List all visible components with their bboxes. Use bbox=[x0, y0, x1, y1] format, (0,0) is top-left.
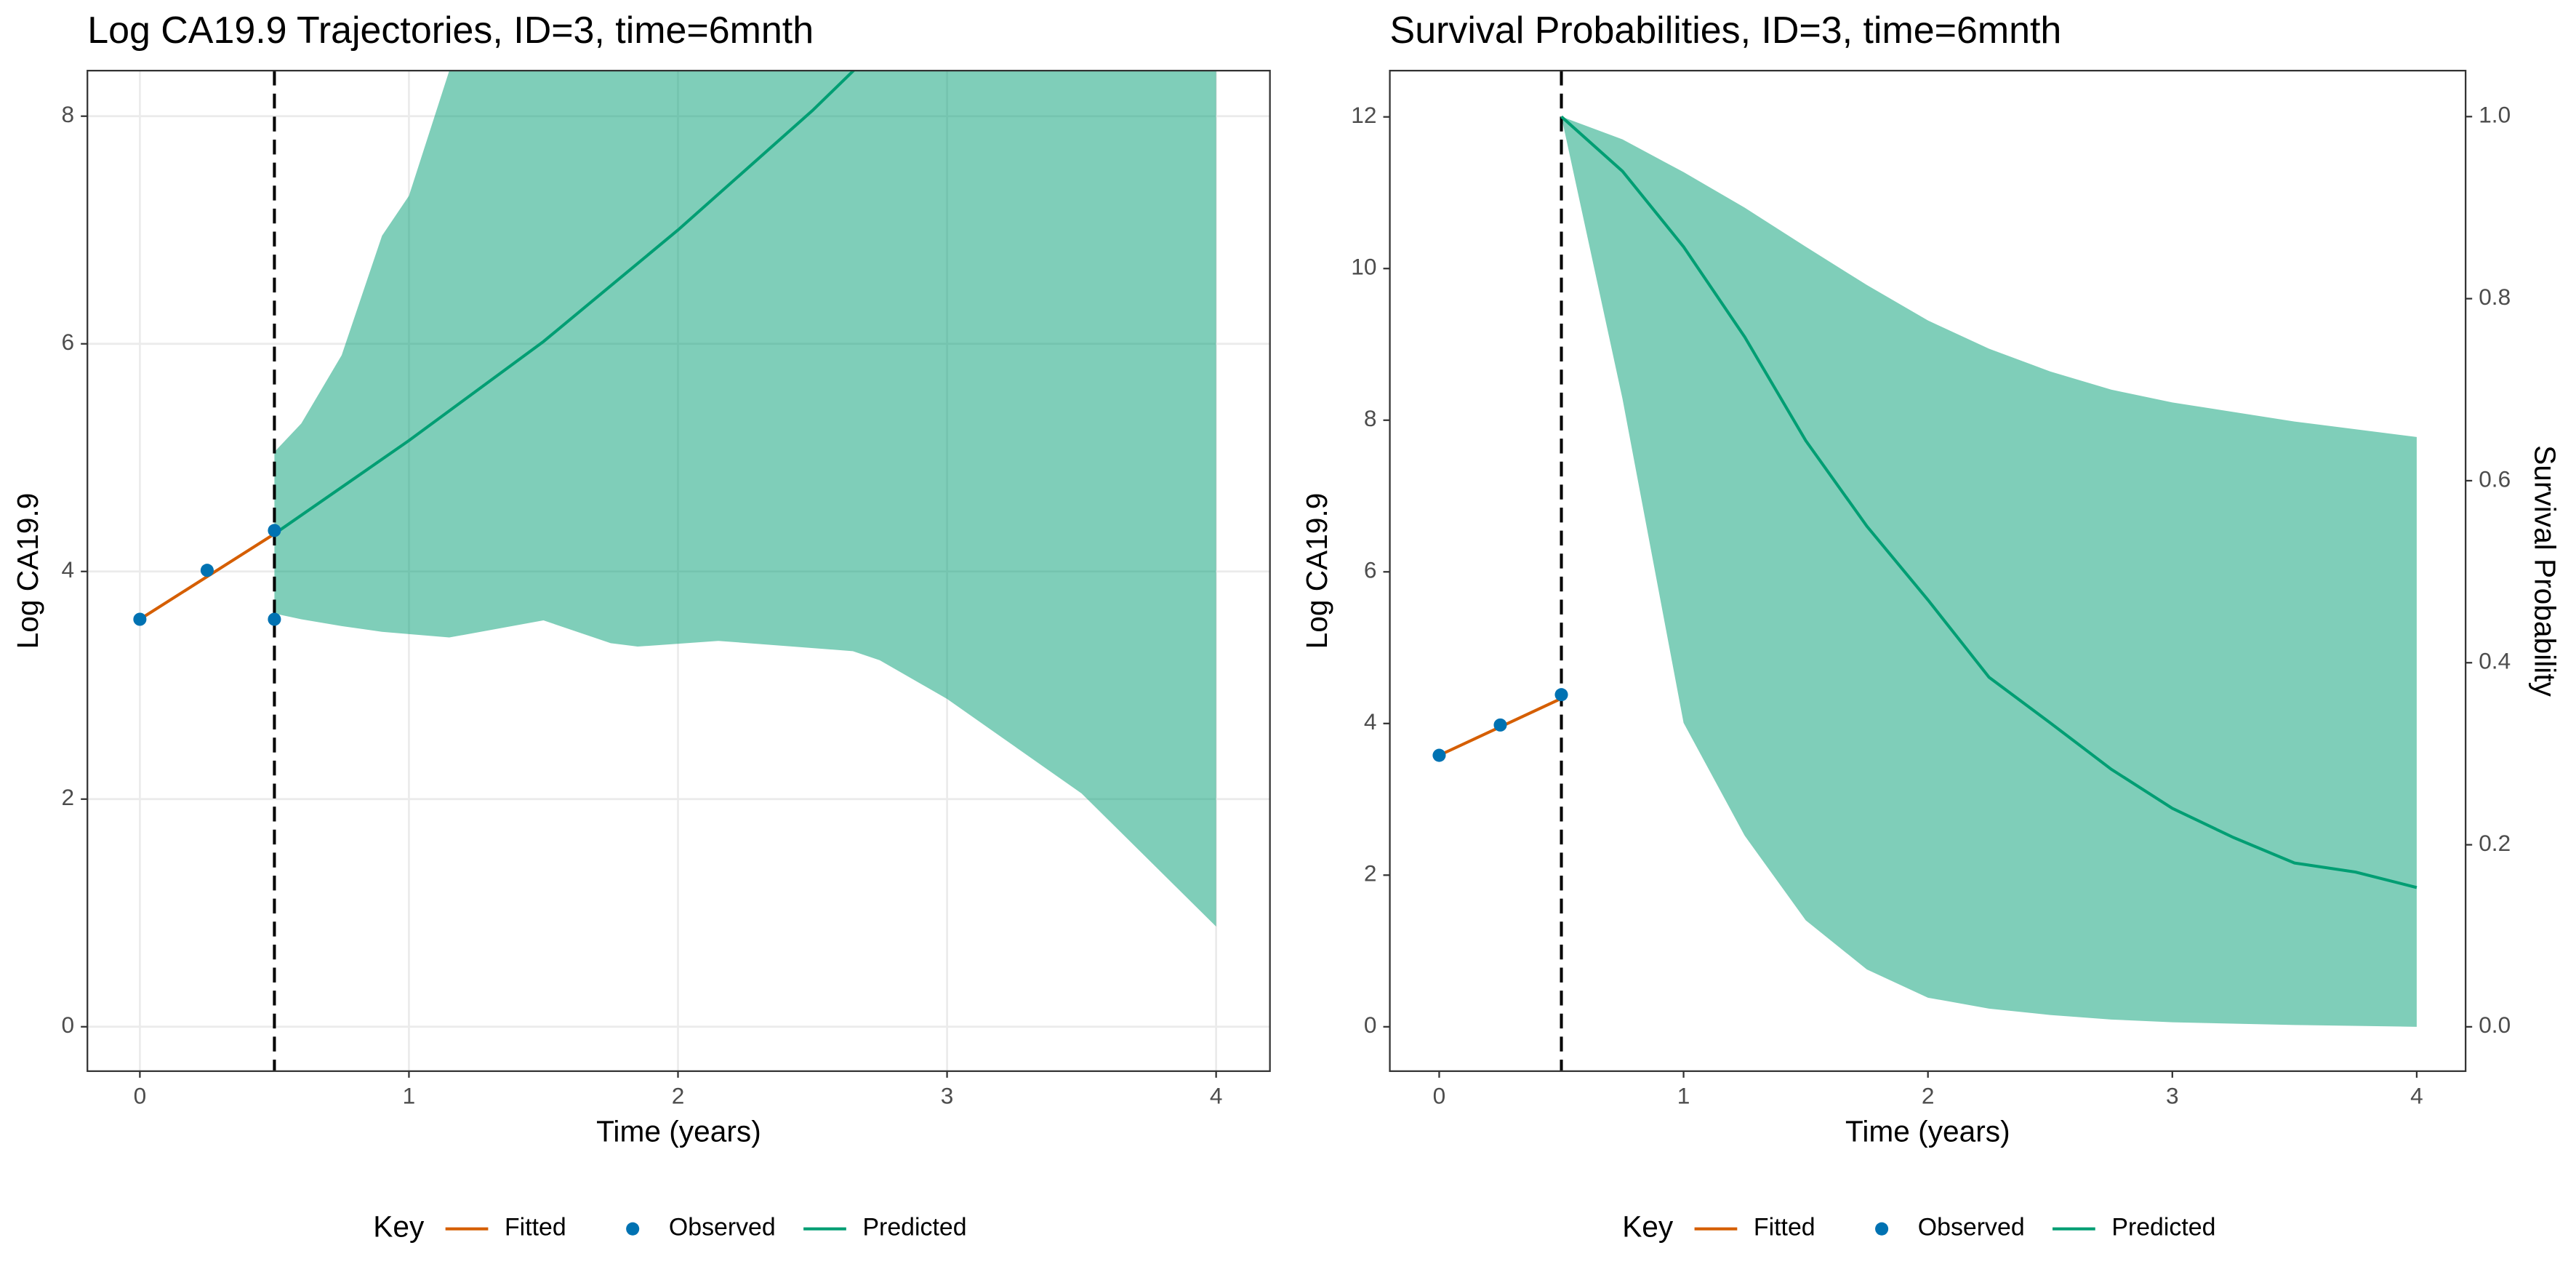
x-tick-label: 1 bbox=[403, 1082, 416, 1108]
legend-title: Key bbox=[373, 1209, 425, 1243]
x-axis-label: Time (years) bbox=[596, 1114, 761, 1148]
y-tick-label: 2 bbox=[62, 784, 75, 810]
legend-key bbox=[1875, 1222, 1889, 1236]
y2-tick-label: 0.4 bbox=[2479, 648, 2511, 674]
plot-border bbox=[87, 70, 1271, 1072]
y2-tick-label: 0.2 bbox=[2479, 830, 2511, 856]
observed-point bbox=[268, 524, 281, 537]
observed-point bbox=[1432, 748, 1446, 762]
chart-title: Survival Probabilities, ID=3, time=6mnth bbox=[1390, 9, 2062, 52]
x-tick-label: 3 bbox=[941, 1082, 954, 1108]
y-tick-label: 4 bbox=[62, 556, 75, 583]
y2-axis-label: Survival Probability bbox=[2529, 445, 2562, 697]
y-tick-label: 10 bbox=[1351, 254, 1376, 280]
y-axis-label: Log CA19.9 bbox=[11, 493, 44, 649]
y2-tick-label: 0.8 bbox=[2479, 284, 2511, 310]
prediction-band bbox=[274, 71, 1216, 927]
x-tick-label: 4 bbox=[2410, 1082, 2423, 1108]
observed-point bbox=[1554, 688, 1568, 702]
y-tick-label: 8 bbox=[1364, 405, 1377, 431]
y-tick-label: 0 bbox=[62, 1012, 75, 1038]
series-line bbox=[273, 71, 856, 535]
legend-label: Predicted bbox=[862, 1214, 966, 1241]
legend: Key Fitted Observed Predicted bbox=[373, 1209, 966, 1243]
y-tick-label: 12 bbox=[1351, 102, 1376, 128]
legend-label: Observed bbox=[669, 1214, 776, 1241]
y-tick-label: 8 bbox=[62, 101, 75, 127]
legend-label: Fitted bbox=[505, 1214, 566, 1241]
chart-panel: Log CA19.9 Trajectories, ID=3, time=6mnt… bbox=[11, 9, 1271, 1243]
x-axis-label: Time (years) bbox=[1845, 1114, 2010, 1148]
prediction-band bbox=[1561, 116, 2417, 1027]
legend-label: Observed bbox=[1918, 1214, 2025, 1241]
x-tick-label: 3 bbox=[2166, 1082, 2179, 1108]
y2-tick-label: 1.0 bbox=[2479, 102, 2511, 128]
legend-label: Fitted bbox=[1754, 1214, 1815, 1241]
observed-point bbox=[200, 564, 214, 577]
series-line bbox=[1560, 115, 2417, 889]
x-tick-label: 2 bbox=[672, 1082, 685, 1108]
x-tick-label: 2 bbox=[1922, 1082, 1935, 1108]
plot-area bbox=[133, 71, 1216, 1071]
observed-point bbox=[133, 612, 147, 626]
x-tick-label: 4 bbox=[1210, 1082, 1223, 1108]
plot-border bbox=[1389, 70, 2467, 1072]
y-tick-label: 2 bbox=[1364, 860, 1377, 887]
y-tick-label: 0 bbox=[1364, 1012, 1377, 1038]
legend-key bbox=[626, 1222, 640, 1236]
x-tick-label: 1 bbox=[1677, 1082, 1690, 1108]
y-axis-label: Log CA19.9 bbox=[1300, 493, 1333, 649]
y-tick-label: 6 bbox=[62, 329, 75, 355]
y2-tick-label: 0.0 bbox=[2479, 1012, 2511, 1038]
chart-panel: Survival Probabilities, ID=3, time=6mnth… bbox=[1300, 9, 2561, 1244]
plot-area bbox=[1432, 71, 2417, 1071]
legend-label: Predicted bbox=[2111, 1214, 2215, 1241]
legend: Key Fitted Observed Predicted bbox=[1622, 1209, 2215, 1243]
y-tick-label: 6 bbox=[1364, 557, 1377, 583]
x-tick-label: 0 bbox=[1433, 1082, 1446, 1108]
chart-title: Log CA19.9 Trajectories, ID=3, time=6mnt… bbox=[87, 9, 814, 52]
observed-point bbox=[1493, 718, 1507, 732]
y2-tick-label: 0.6 bbox=[2479, 465, 2511, 492]
observed-point bbox=[268, 612, 281, 626]
legend-title: Key bbox=[1622, 1209, 1674, 1243]
y-tick-label: 4 bbox=[1364, 708, 1377, 735]
x-tick-label: 0 bbox=[134, 1082, 147, 1108]
